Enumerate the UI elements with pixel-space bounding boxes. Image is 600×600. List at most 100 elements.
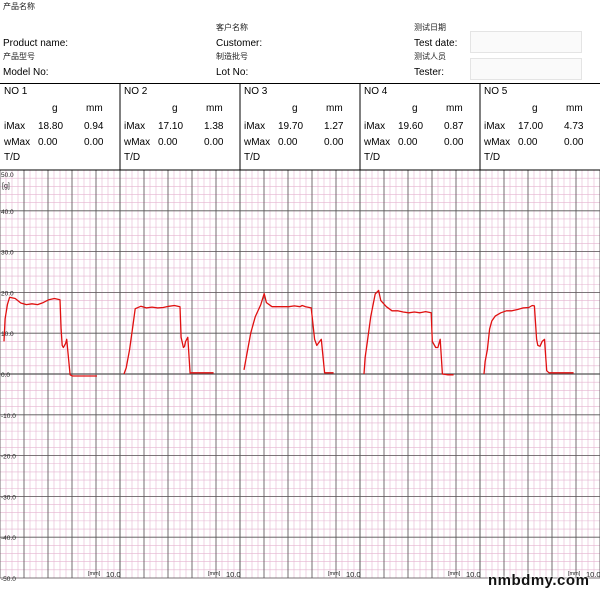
test-panel-4: NO 4 g mm iMax 19.60 0.87 wMax 0.00 0.00 T/D [360,84,480,168]
wmax-g-value: 0.00 [518,137,538,148]
y-tick-label: -10.0 [1,413,16,420]
x-end-label: 10.0 [346,570,361,579]
y-tick-label: 10.0 [1,331,14,338]
wmax-mm-value: 0.00 [324,137,344,148]
watermark: nmbdmy.com [488,572,590,589]
model-label: Model No: [3,67,49,78]
imax-g-value: 17.00 [518,121,544,132]
unit-g-label: g [292,103,298,114]
imax-mm-value: 0.87 [444,121,464,132]
y-tick-label: 50.0 [1,172,14,179]
x-unit-label: [mm] [568,571,581,577]
y-tick-label: -50.0 [1,576,16,583]
imax-label: iMax [244,121,266,132]
trace-series-1 [3,296,97,377]
model-cn-label: 产品型号 [3,52,35,61]
test-date-field [470,31,582,53]
imax-g-value: 18.80 [38,121,64,132]
panel-title: NO 3 [244,86,268,97]
wmax-label: wMax [484,137,511,148]
y-tick-label: -40.0 [1,535,16,542]
wmax-mm-value: 0.00 [444,137,464,148]
wmax-label: wMax [124,137,151,148]
x-unit-label: [mm] [448,571,461,577]
x-end-label: 10.0 [226,570,241,579]
imax-mm-value: 1.38 [204,121,224,132]
imax-g-value: 19.70 [278,121,304,132]
td-label: T/D [484,152,501,163]
imax-g-value: 19.60 [398,121,424,132]
report-header: 产品名称 Product name: 产品型号 Model No: 客户名称 C… [0,0,600,84]
panel-title: NO 4 [364,86,388,97]
customer-cn-label: 客户名称 [216,23,248,32]
y-tick-label: 40.0 [1,209,14,216]
panel-title: NO 2 [124,86,148,97]
panel-title: NO 1 [4,86,28,97]
unit-mm-label: mm [326,103,343,114]
td-label: T/D [244,152,261,163]
trace-series-4 [363,289,454,376]
unit-g-label: g [52,103,58,114]
unit-g-label: g [412,103,418,114]
header-divider [0,83,600,84]
imax-mm-value: 1.27 [324,121,344,132]
td-label: T/D [4,152,21,163]
product-name-cn-label: 产品名称 [3,2,35,11]
panel-title: NO 5 [484,86,508,97]
trace-series-2 [123,304,214,375]
unit-mm-label: mm [446,103,463,114]
unit-mm-label: mm [86,103,103,114]
tester-cn-label: 测试人员 [414,52,446,61]
product-name-label: Product name: [3,38,69,49]
wmax-g-value: 0.00 [278,137,298,148]
tester-field [470,58,582,80]
x-end-label: 10.0 [586,570,600,579]
test-panel-5: NO 5 g mm iMax 17.00 4.73 wMax 0.00 0.00 T/D [480,84,600,168]
x-unit-label: [mm] [88,571,101,577]
x-end-label: 10.0 [466,570,481,579]
imax-label: iMax [4,121,26,132]
y-tick-label: 0.0 [1,372,10,379]
wmax-label: wMax [364,137,391,148]
y-tick-label: -30.0 [1,494,16,501]
wmax-mm-value: 0.00 [204,137,224,148]
wmax-label: wMax [4,137,31,148]
td-label: T/D [364,152,381,163]
wmax-g-value: 0.00 [398,137,418,148]
wmax-g-value: 0.00 [158,137,178,148]
imax-mm-value: 4.73 [564,121,584,132]
lot-cn-label: 制造批号 [216,52,248,61]
imax-g-value: 17.10 [158,121,184,132]
test-date-label: Test date: [414,38,458,49]
wmax-mm-value: 0.00 [564,137,584,148]
trace-series-3 [243,292,334,374]
imax-label: iMax [484,121,506,132]
y-tick-label: 30.0 [1,250,14,257]
y-axis-label: [g] [2,183,10,190]
unit-mm-label: mm [206,103,223,114]
wmax-mm-value: 0.00 [84,137,104,148]
test-date-cn-label: 测试日期 [414,23,446,32]
unit-mm-label: mm [566,103,583,114]
imax-mm-value: 0.94 [84,121,104,132]
td-label: T/D [124,152,141,163]
y-tick-label: -20.0 [1,454,16,461]
wmax-label: wMax [244,137,271,148]
customer-label: Customer: [216,38,263,49]
wmax-g-value: 0.00 [38,137,58,148]
trace-series-5 [483,304,574,375]
test-panel-3: NO 3 g mm iMax 19.70 1.27 wMax 0.00 0.00 T/D [240,84,360,168]
unit-g-label: g [532,103,538,114]
test-panel-2: NO 2 g mm iMax 17.10 1.38 wMax 0.00 0.00 T/D [120,84,240,168]
x-end-label: 10.0 [106,570,121,579]
imax-label: iMax [364,121,386,132]
tester-label: Tester: [414,67,445,78]
test-panel-1: NO 1 g mm iMax 18.80 0.94 wMax 0.00 0.00 T/D [0,84,120,168]
unit-g-label: g [172,103,178,114]
x-unit-label: [mm] [208,571,221,577]
imax-label: iMax [124,121,146,132]
y-tick-label: 20.0 [1,290,14,297]
lot-label: Lot No: [216,67,249,78]
x-unit-label: [mm] [328,571,341,577]
